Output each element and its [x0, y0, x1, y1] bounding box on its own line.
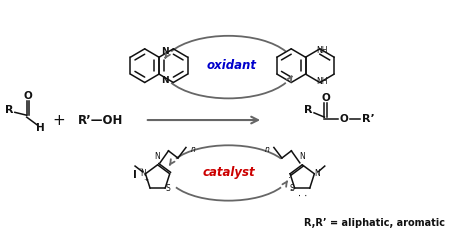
Text: N: N: [161, 76, 169, 85]
Text: +: +: [143, 177, 148, 182]
Text: O: O: [23, 91, 32, 101]
Text: catalyst: catalyst: [202, 166, 255, 180]
Text: ⁻: ⁻: [139, 166, 143, 174]
Text: N: N: [155, 152, 161, 161]
Text: H: H: [36, 123, 45, 133]
Text: n: n: [264, 145, 269, 154]
Text: R: R: [304, 106, 312, 115]
Text: ⋅ ⋅: ⋅ ⋅: [298, 191, 307, 201]
Text: O: O: [321, 93, 330, 103]
Text: R’—OH: R’—OH: [78, 113, 124, 127]
Text: I: I: [134, 170, 137, 180]
Text: n: n: [191, 145, 196, 154]
Text: N: N: [314, 169, 320, 178]
Text: R’: R’: [362, 113, 374, 124]
Text: S: S: [165, 184, 170, 193]
Text: +: +: [52, 113, 65, 128]
Text: O: O: [340, 113, 349, 124]
Text: NH: NH: [317, 77, 328, 86]
Text: R,R’ = aliphatic, aromatic: R,R’ = aliphatic, aromatic: [303, 218, 445, 228]
Text: N: N: [141, 169, 146, 178]
Text: N: N: [300, 152, 305, 161]
Text: ⋅⋅: ⋅⋅: [289, 185, 294, 194]
Text: S: S: [290, 184, 295, 193]
Text: NH: NH: [317, 46, 328, 55]
Text: :: :: [288, 170, 294, 180]
Text: R: R: [5, 106, 13, 115]
Text: N: N: [161, 46, 169, 55]
Text: oxidant: oxidant: [206, 59, 256, 72]
